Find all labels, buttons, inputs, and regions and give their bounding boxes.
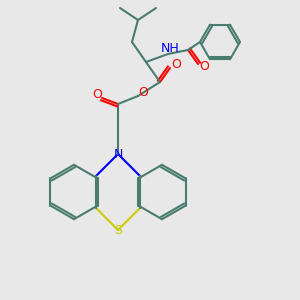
Text: O: O (138, 86, 148, 100)
Text: O: O (92, 88, 102, 101)
Text: O: O (199, 59, 209, 73)
Text: S: S (114, 224, 122, 236)
Text: NH: NH (160, 41, 179, 55)
Text: N: N (113, 148, 123, 160)
Text: O: O (171, 58, 181, 71)
